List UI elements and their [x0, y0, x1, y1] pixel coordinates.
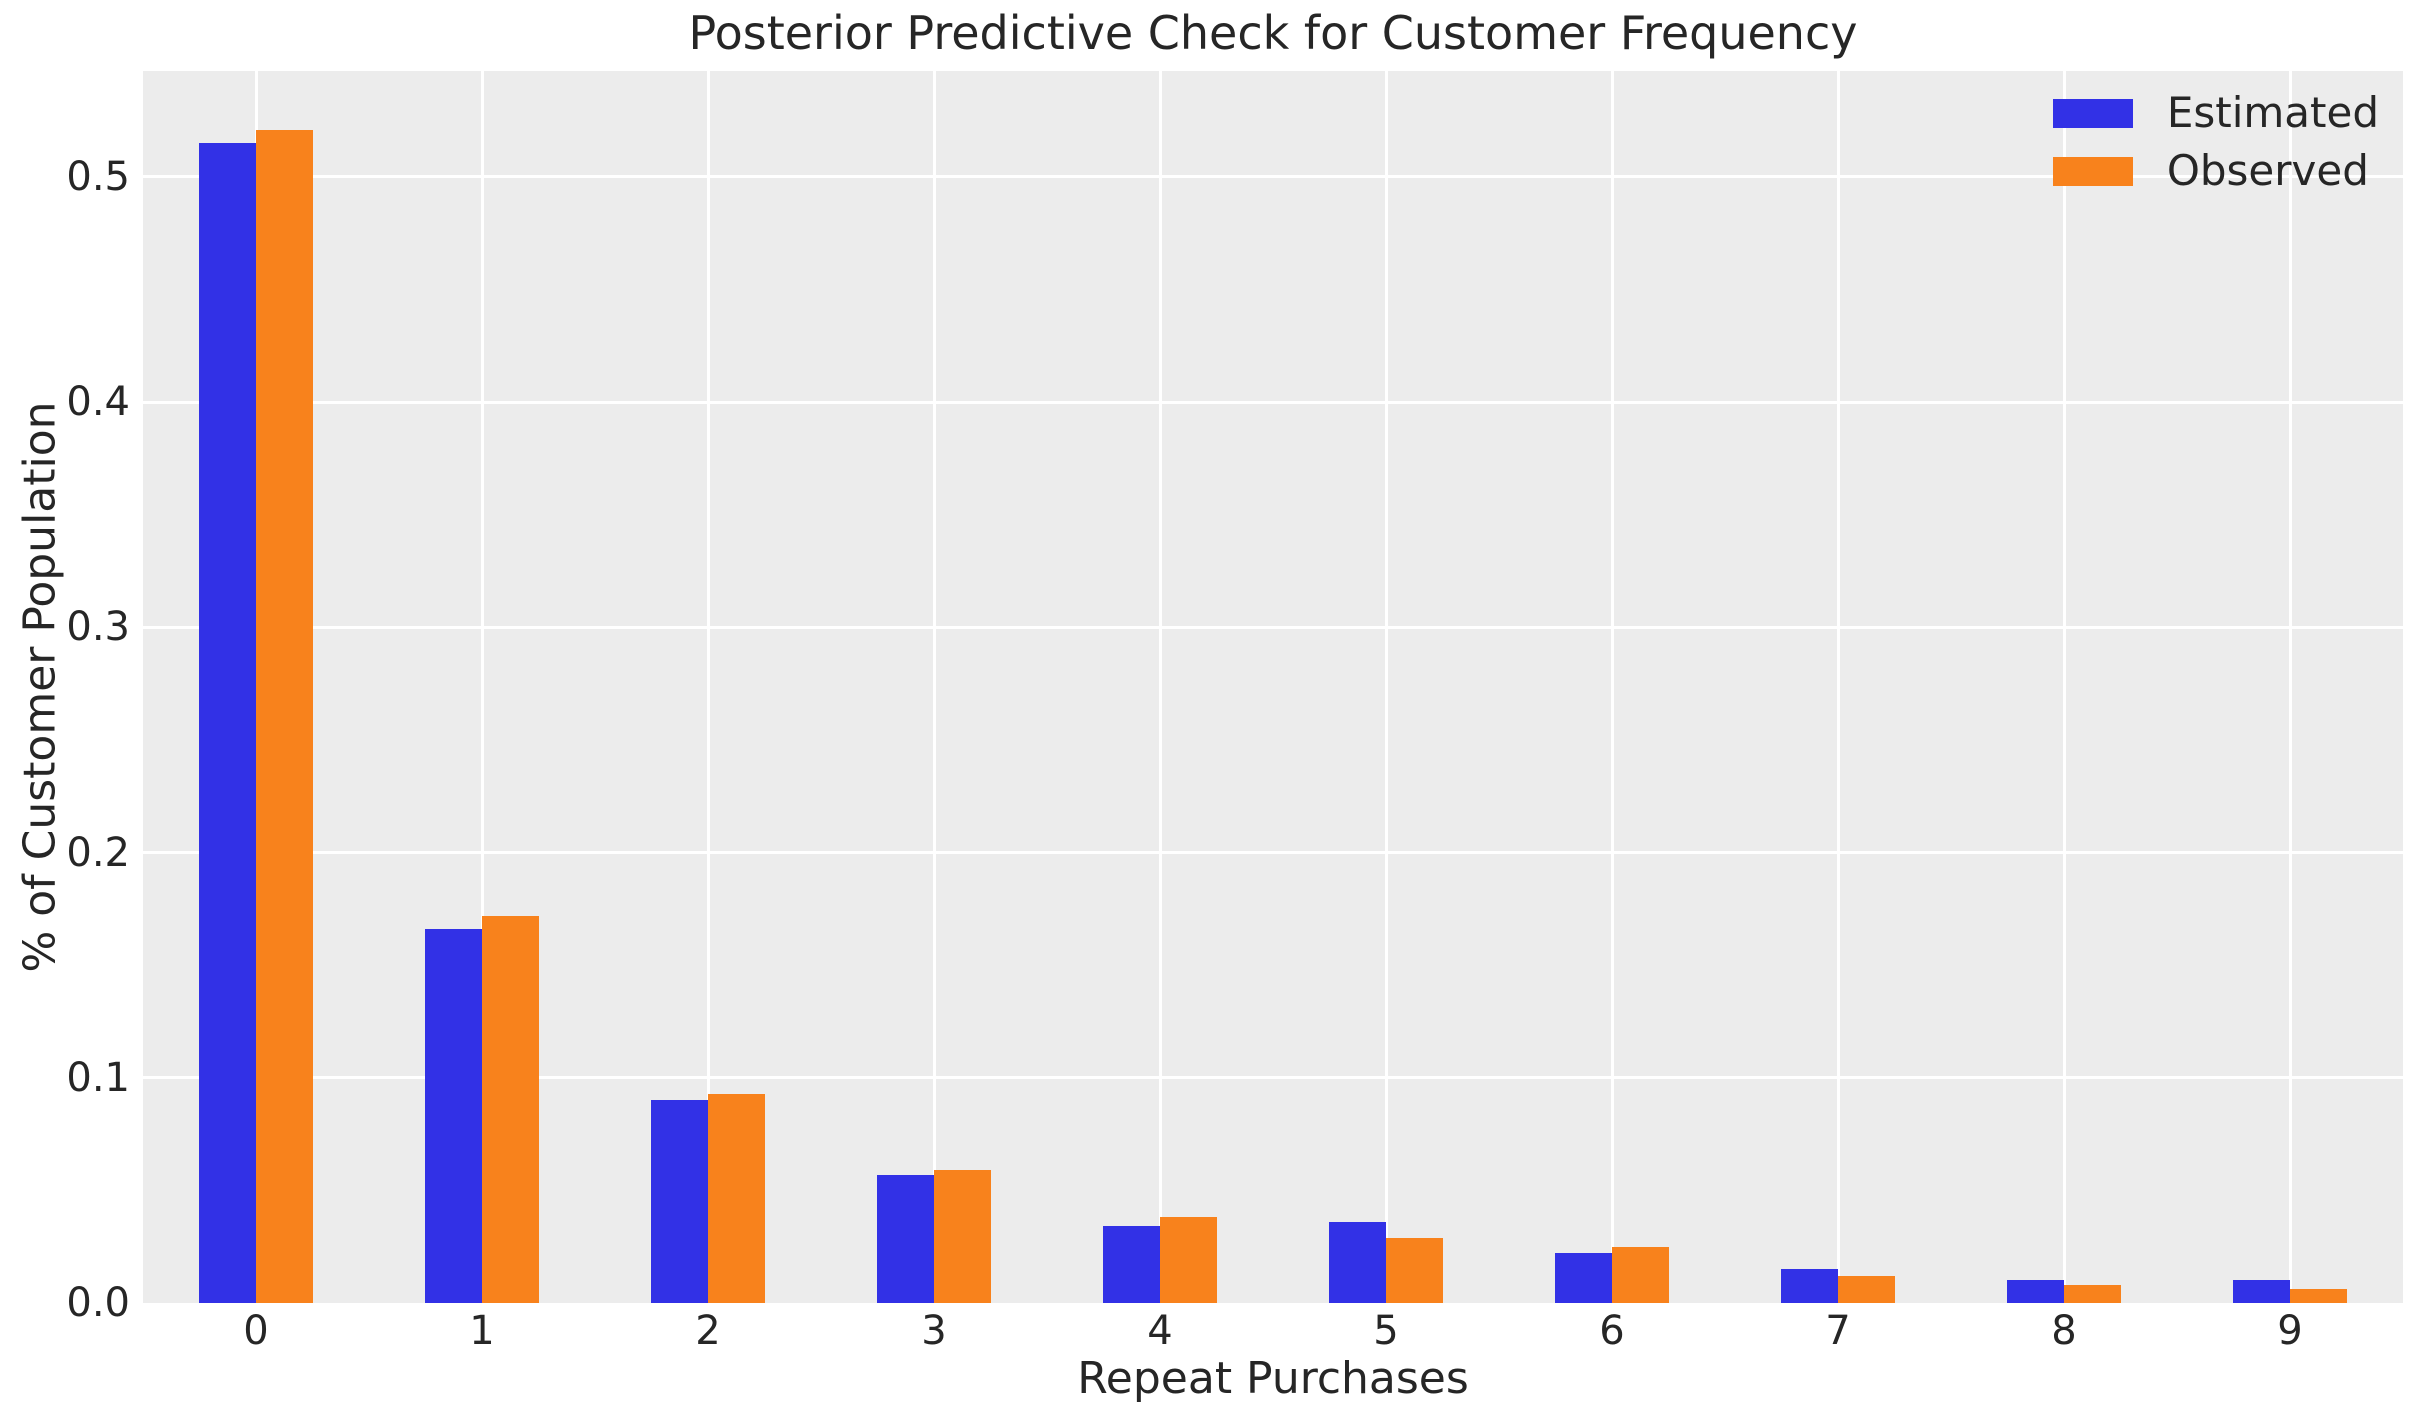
legend-swatch-estimated	[2052, 98, 2133, 128]
y-gridline-0.5	[143, 175, 2403, 179]
bar-estimated-5	[1329, 1222, 1386, 1303]
bar-observed-7	[1838, 1276, 1895, 1303]
x-tick-label-2: 2	[695, 1308, 721, 1354]
x-tick-label-6: 6	[1599, 1308, 1625, 1354]
bar-observed-9	[2290, 1289, 2347, 1303]
x-tick-label-9: 9	[2277, 1308, 2303, 1354]
legend-label-estimated: Estimated	[2166, 88, 2379, 137]
x-gridline-8	[2062, 71, 2066, 1303]
y-gridline-0.1	[143, 1076, 2403, 1080]
bar-estimated-1	[425, 929, 482, 1303]
legend-item-observed: Observed	[2052, 146, 2379, 195]
y-gridline-0.4	[143, 400, 2403, 404]
bar-estimated-8	[2007, 1280, 2064, 1303]
bar-estimated-0	[199, 143, 256, 1303]
bar-estimated-4	[1103, 1226, 1160, 1303]
y-tick-label-0.0: 0.0	[66, 1280, 130, 1326]
legend: Estimated Observed	[2052, 88, 2379, 195]
legend-label-observed: Observed	[2166, 146, 2369, 195]
x-gridline-7	[1836, 71, 1840, 1303]
x-axis-label: Repeat Purchases	[1077, 1353, 1469, 1404]
bar-observed-6	[1612, 1247, 1669, 1303]
plot-area	[143, 71, 2403, 1303]
bar-observed-2	[708, 1094, 765, 1303]
x-tick-label-3: 3	[921, 1308, 947, 1354]
x-gridline-2	[706, 71, 710, 1303]
y-tick-label-0.2: 0.2	[66, 829, 130, 876]
y-tick-label-0.1: 0.1	[66, 1054, 130, 1101]
x-gridline-6	[1610, 71, 1614, 1303]
x-tick-label-8: 8	[2051, 1308, 2077, 1354]
x-tick-label-1: 1	[469, 1308, 495, 1354]
y-gridline-0.3	[143, 625, 2403, 629]
x-gridline-1	[480, 71, 484, 1303]
legend-swatch-observed	[2052, 156, 2133, 186]
x-gridline-9	[2288, 71, 2292, 1303]
bar-estimated-2	[651, 1100, 708, 1303]
bar-observed-5	[1386, 1238, 1443, 1303]
x-tick-label-4: 4	[1147, 1308, 1173, 1354]
x-tick-label-0: 0	[243, 1308, 269, 1354]
x-gridline-4	[1158, 71, 1162, 1303]
y-axis-label: % of Customer Population	[14, 401, 66, 973]
x-gridline-3	[932, 71, 936, 1303]
y-tick-label-0.3: 0.3	[66, 604, 130, 651]
bar-observed-3	[934, 1170, 991, 1303]
y-tick-label-0.4: 0.4	[66, 379, 130, 426]
bar-estimated-6	[1555, 1253, 1612, 1303]
y-tick-label-0.5: 0.5	[66, 153, 130, 200]
bar-estimated-9	[2233, 1280, 2290, 1303]
legend-item-estimated: Estimated	[2052, 88, 2379, 137]
bar-observed-1	[482, 916, 539, 1303]
bar-observed-4	[1160, 1217, 1217, 1303]
x-gridline-5	[1384, 71, 1388, 1303]
bar-estimated-7	[1781, 1269, 1838, 1303]
x-tick-label-7: 7	[1825, 1308, 1851, 1354]
chart-title: Posterior Predictive Check for Customer …	[688, 6, 1858, 60]
bar-observed-0	[256, 130, 313, 1303]
y-gridline-0.2	[143, 851, 2403, 855]
bar-observed-8	[2064, 1285, 2121, 1303]
x-tick-label-5: 5	[1373, 1308, 1399, 1354]
bar-estimated-3	[877, 1175, 934, 1303]
